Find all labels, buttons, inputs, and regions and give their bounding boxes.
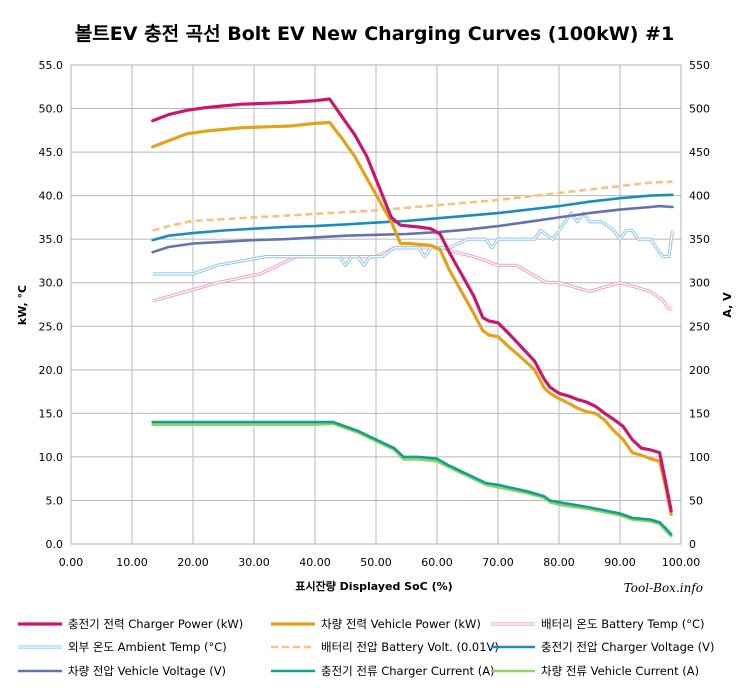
legend-item: 배터리 전압 Battery Volt. (0.01V) [271,640,499,654]
y-tick-label-left: 20.0 [39,364,64,377]
legend-label: 충전기 전류 Charger Current (A) [321,664,495,678]
series-line-3 [152,211,675,276]
series-line-3-inner [152,212,674,275]
legend-item: 차량 전류 Vehicle Current (A) [491,664,699,678]
y-tick-label-left: 15.0 [39,407,64,420]
y-tick-label-left: 10.0 [39,451,64,464]
grid [70,64,682,545]
y-tick-label-left: 30.0 [39,277,64,290]
legend-item: 충전기 전력 Charger Power (kW) [18,617,243,631]
x-tick-label: 60.00 [421,556,453,569]
y-tick-label-right: 0 [689,538,696,551]
legend-label: 차량 전력 Vehicle Power (kW) [321,617,481,631]
x-tick-label: 100.00 [662,556,701,569]
legend-label: 충전기 전력 Charger Power (kW) [68,617,243,631]
legend-item: 차량 전력 Vehicle Power (kW) [271,617,481,631]
y-tick-label-right: 550 [689,59,710,72]
series-line-4-path [152,180,673,232]
series-line-5-path [151,193,674,242]
series-line-6 [151,204,674,254]
legend-label: 차량 전류 Vehicle Current (A) [541,664,699,678]
legend-label: 배터리 전압 Battery Volt. (0.01V) [321,640,499,654]
legend-item: 충전기 전압 Charger Voltage (V) [491,640,715,654]
series-line-1-path [151,120,673,517]
x-tick-label: 80.00 [543,556,575,569]
series-line-6-path [151,204,674,254]
x-tick-label: 20.00 [177,556,209,569]
y-tick-label-right: 150 [689,407,710,420]
series-line-0-path [151,97,673,513]
y-tick-label-left: 45.0 [39,146,64,159]
y-tick-label-right: 450 [689,146,710,159]
legend-label: 배터리 온도 Battery Temp (°C) [541,617,705,631]
y-tick-label-right: 250 [689,320,710,333]
legend: 충전기 전력 Charger Power (kW) 차량 전력 Vehicle P… [18,617,715,678]
legend-label: 차량 전압 Vehicle Voltage (V) [68,664,226,678]
y-tick-label-left: 55.0 [39,59,64,72]
series-line-7-path [151,420,673,536]
x-tick-label: 50.00 [360,556,392,569]
y-tick-label-left: 0.0 [46,538,64,551]
legend-label: 외부 온도 Ambient Temp (°C) [68,640,227,654]
series-line-2-inner [152,247,673,310]
series-line-5 [151,193,674,242]
y-tick-label-right: 50 [689,494,703,507]
y-tick-label-right: 500 [689,103,710,116]
y-axis-label-left: kW, °C [16,285,29,325]
x-tick-label: 40.00 [299,556,331,569]
x-tick-label: 10.00 [116,556,148,569]
x-axis-label: 표시잔량 Displayed SoC (%) [295,579,452,593]
series-line-7 [151,420,673,536]
series-line-8 [151,422,673,538]
y-tick-label-right: 350 [689,233,710,246]
legend-item: 차량 전압 Vehicle Voltage (V) [18,664,226,678]
x-tick-label: 90.00 [604,556,636,569]
legend-item: 외부 온도 Ambient Temp (°C) [18,640,227,654]
x-tick-label: 70.00 [482,556,514,569]
chart-title: 볼트EV 충전 곡선 Bolt EV New Charging Curves (… [75,23,674,45]
y-tick-label-right: 300 [689,277,710,290]
y-tick-label-left: 35.0 [39,233,64,246]
x-tick-label: 0.00 [59,556,84,569]
series-line-4 [152,180,673,232]
y-tick-label-right: 200 [689,364,710,377]
series-line-1 [151,120,673,517]
y-tick-label-left: 25.0 [39,320,64,333]
series-layer [151,97,675,538]
y-tick-label-left: 5.0 [46,494,64,507]
x-tick-label: 30.00 [238,556,270,569]
y-tick-label-left: 50.0 [39,103,64,116]
plot-area [70,64,682,545]
legend-label: 충전기 전압 Charger Voltage (V) [541,640,715,654]
y-tick-label-right: 400 [689,190,710,203]
y-tick-label-left: 40.0 [39,190,64,203]
legend-item: 배터리 온도 Battery Temp (°C) [491,617,705,631]
series-line-2-outer [152,246,673,311]
series-line-0 [151,97,673,513]
legend-item: 충전기 전류 Charger Current (A) [271,664,495,678]
credit-text: Tool-Box.info [624,581,703,595]
series-line-8-path [151,422,673,538]
y-tick-label-right: 100 [689,451,710,464]
y-axis-label-right: A, V [721,292,734,318]
series-line-2 [152,246,673,311]
